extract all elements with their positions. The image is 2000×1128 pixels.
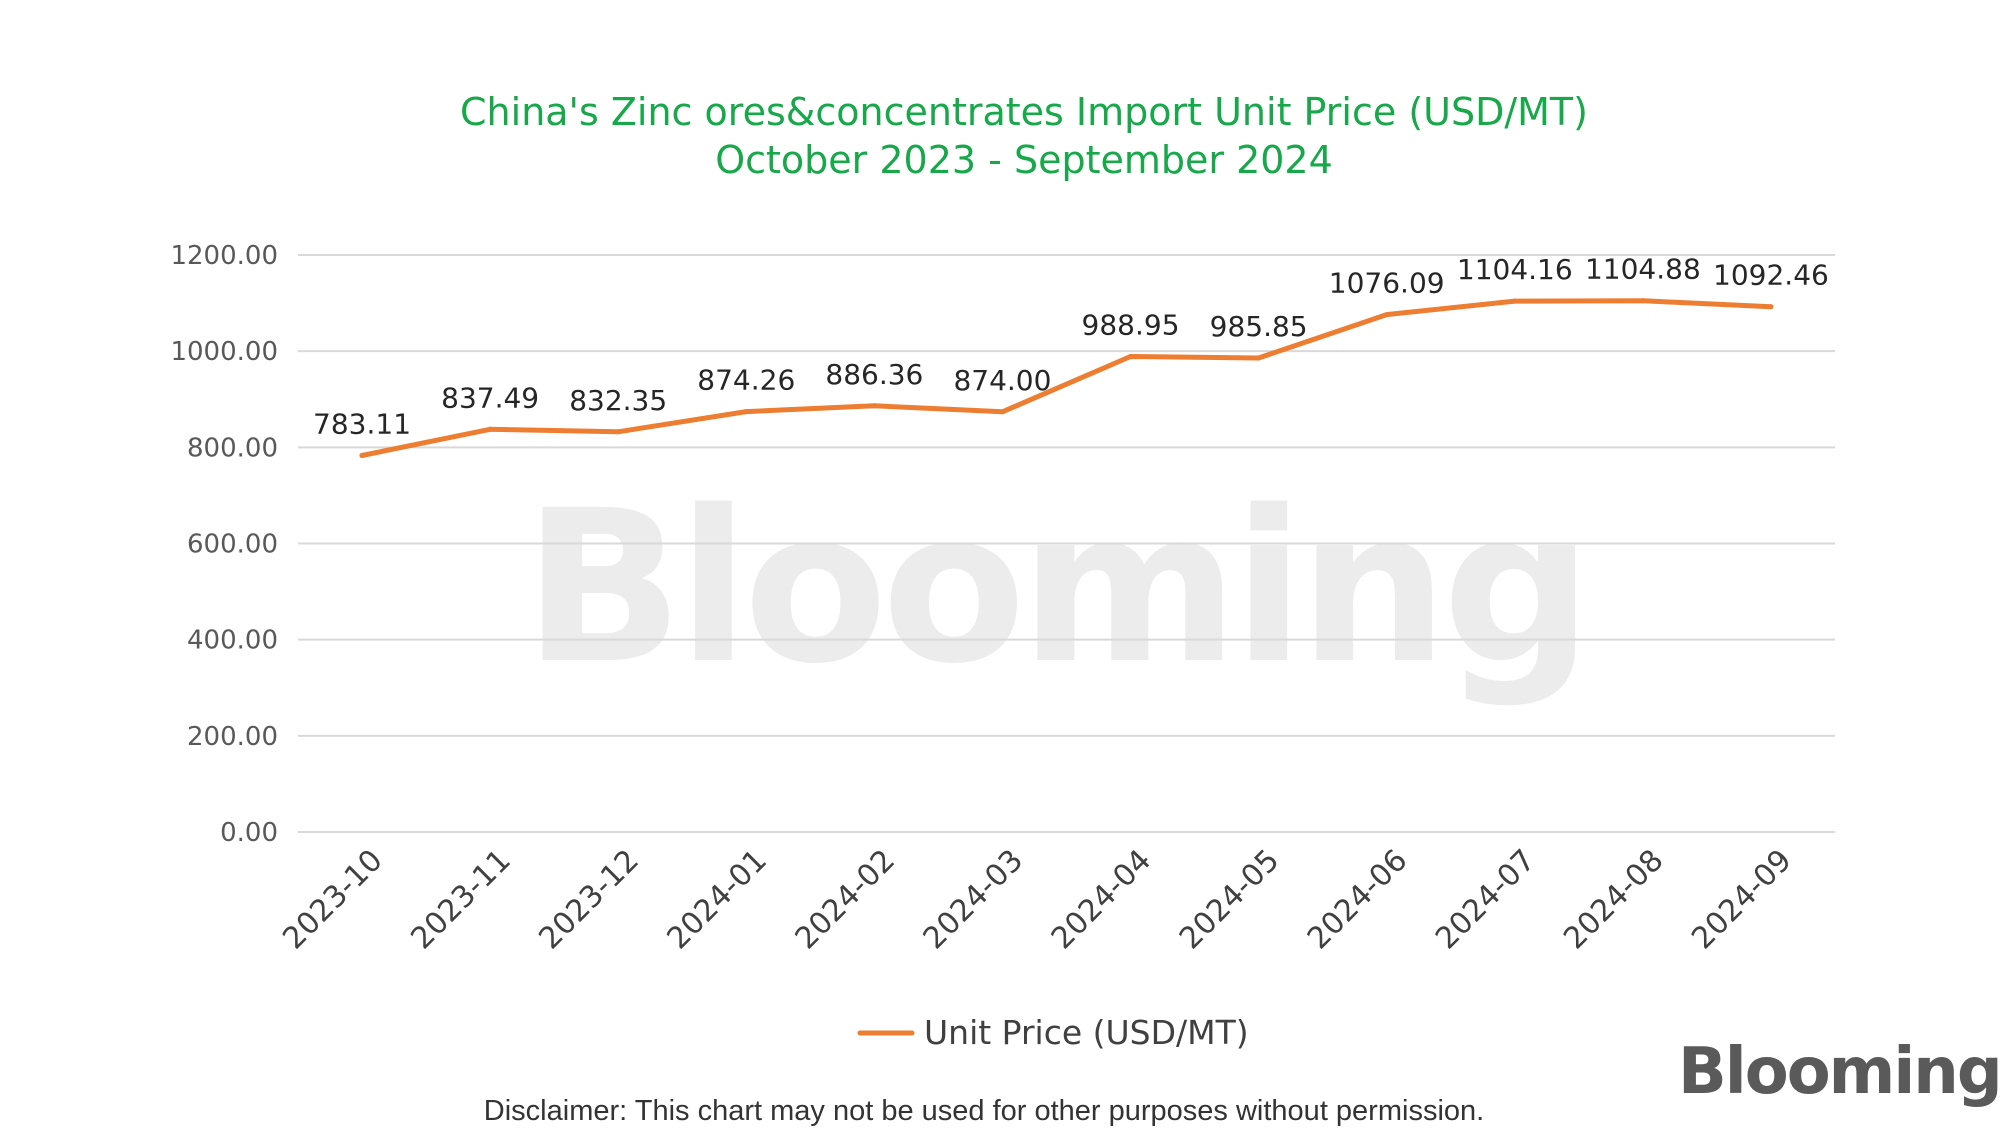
data-point [1128,353,1134,359]
series-line [359,298,1774,458]
data-point [999,409,1005,415]
data-labels: 783.11 837.49 832.35 874.26 886.36 874.00 988.… [313,253,1829,441]
x-tick-label: 2024-06 [1301,843,1414,956]
data-point [743,409,749,415]
watermark: Blooming [523,465,1592,710]
data-point [487,426,493,432]
y-tick-label: 200.00 [187,722,278,752]
brand-logo: Blooming [1678,1035,2000,1109]
data-label: 1104.16 [1457,253,1573,286]
data-label: 985.85 [1210,310,1308,343]
brand-logo-text: Blooming [1678,1035,2000,1109]
y-tick-label: 800.00 [187,433,278,463]
data-label: 874.00 [953,364,1051,397]
y-tick-label: 1200.00 [170,241,278,271]
watermark-text: Blooming [523,465,1586,710]
gridlines [298,254,1835,833]
x-tick-label: 2024-04 [1045,843,1158,956]
y-tick-label: 1000.00 [170,337,278,367]
data-label: 783.11 [313,407,411,440]
data-label: 988.95 [1082,308,1180,341]
y-tick-label: 600.00 [187,530,278,560]
data-point [1512,298,1518,304]
data-point [1384,312,1390,318]
x-tick-label: 2024-07 [1429,843,1542,956]
x-tick-label: 2024-01 [661,843,774,956]
chart-subtitle: October 2023 - September 2024 [715,138,1333,182]
data-point [359,452,365,458]
x-tick-label: 2024-09 [1685,843,1798,956]
data-point [871,403,877,409]
data-point [1640,298,1646,304]
data-label: 1104.88 [1585,253,1701,286]
data-point [1256,355,1262,361]
series-layer [359,298,1774,458]
data-label: 1076.09 [1329,267,1445,300]
y-axis-ticks: 0.00 200.00 400.00 600.00 800.00 1000.00 1200.… [170,241,278,848]
data-label: 874.26 [697,364,795,397]
x-tick-label: 2024-02 [789,843,902,956]
data-label: 832.35 [569,384,667,417]
x-tick-label: 2023-10 [276,843,389,956]
x-tick-label: 2024-08 [1557,843,1670,956]
data-label: 1092.46 [1713,259,1829,292]
chart-title: China's Zinc ores&concentrates Import Un… [460,90,1588,134]
x-tick-label: 2024-05 [1173,843,1286,956]
legend: Unit Price (USD/MT) [857,1013,1249,1052]
data-label: 886.36 [825,358,923,391]
disclaimer-text: Disclaimer: This chart may not be used f… [483,1095,1485,1127]
data-label: 837.49 [441,381,539,414]
x-axis-ticks: 2023-10 2023-11 2023-12 2024-01 2024-02 2024-… [276,843,1798,956]
y-tick-label: 0.00 [220,818,278,848]
data-point [1768,304,1774,310]
x-tick-label: 2023-11 [404,843,517,956]
x-tick-label: 2023-12 [532,843,645,956]
x-tick-label: 2024-03 [917,843,1030,956]
data-point [615,429,621,435]
y-tick-label: 400.00 [187,626,278,656]
legend-label: Unit Price (USD/MT) [924,1013,1249,1052]
